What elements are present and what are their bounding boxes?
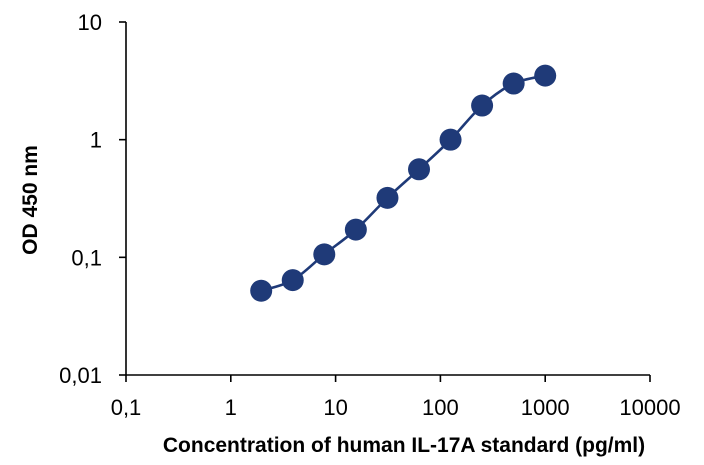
series-line	[260, 74, 546, 292]
y-axis-ticks: 0,01 0,1 1 10	[59, 10, 126, 388]
x-tick-label: 10000	[619, 395, 680, 420]
x-tick-label: 1	[225, 395, 237, 420]
y-tick-label: 1	[90, 128, 102, 153]
x-tick-label: 10	[323, 395, 347, 420]
x-tick-label: 1000	[521, 395, 570, 420]
data-point	[344, 218, 367, 241]
data-point	[281, 269, 304, 292]
data-point	[439, 128, 462, 151]
y-tick-label: 10	[78, 10, 102, 35]
axes	[125, 22, 650, 376]
y-tick-label: 0,1	[71, 245, 102, 270]
x-axis-title: Concentration of human IL-17A standard (…	[163, 434, 645, 457]
data-point	[471, 94, 494, 117]
data-point	[534, 64, 557, 87]
data-series	[250, 64, 557, 302]
x-tick-label: 100	[422, 395, 459, 420]
y-tick-label: 0,01	[59, 363, 102, 388]
data-point	[313, 243, 336, 266]
data-point	[376, 186, 399, 209]
data-point	[408, 158, 431, 181]
data-point	[502, 72, 525, 95]
x-axis-ticks: 0,1 1 10 100 1000 10000	[111, 375, 681, 420]
data-point	[250, 279, 273, 302]
x-tick-label: 0,1	[111, 395, 142, 420]
y-axis-title: OD 450 nm	[19, 145, 42, 255]
